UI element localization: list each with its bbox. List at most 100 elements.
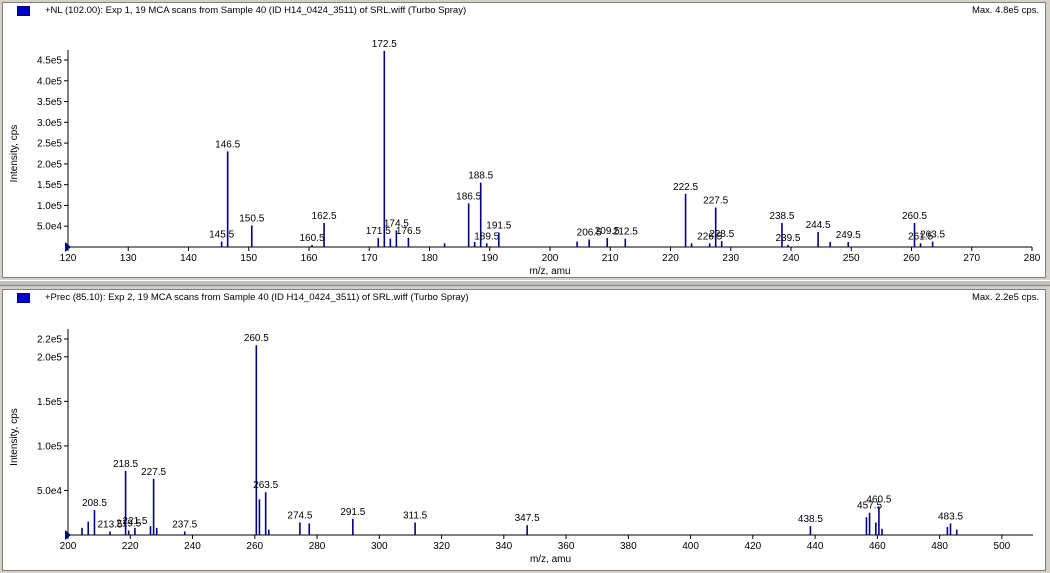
x-tick-label: 130 — [120, 253, 137, 264]
x-tick-label: 260 — [903, 253, 920, 264]
y-tick-label: 4.5e5 — [37, 56, 62, 67]
y-axis-title: Intensity, cps — [9, 125, 20, 183]
pane-header: +NL (102.00): Exp 1, 19 MCA scans from S… — [3, 3, 1045, 19]
peak-label: 438.5 — [798, 514, 823, 525]
y-tick-label: 1.0e5 — [37, 441, 62, 452]
x-tick-label: 500 — [994, 541, 1011, 552]
peak-label: 238.5 — [769, 211, 794, 222]
peak-label: 227.5 — [141, 467, 166, 478]
x-tick-label: 150 — [240, 253, 257, 264]
spectrum-pane-1: +NL (102.00): Exp 1, 19 MCA scans from S… — [2, 2, 1046, 278]
peak-label: 146.5 — [215, 139, 240, 150]
pane-title: +NL (102.00): Exp 1, 19 MCA scans from S… — [45, 5, 467, 16]
peak-label: 249.5 — [836, 230, 861, 241]
x-tick-label: 360 — [558, 541, 575, 552]
peak-label: 186.5 — [456, 191, 481, 202]
x-tick-label: 240 — [783, 253, 800, 264]
y-axis-title: Intensity, cps — [9, 408, 20, 466]
y-tick-label: 3.5e5 — [37, 97, 62, 108]
peak-label: 311.5 — [403, 511, 428, 522]
peak-label: 244.5 — [806, 220, 831, 231]
max-intensity-label: Max. 2.2e5 cps. — [971, 292, 1039, 303]
peak-label: 206.5 — [577, 228, 602, 239]
x-tick-label: 340 — [495, 541, 512, 552]
y-tick-label: 2.2e5 — [37, 335, 62, 346]
peak-label: 160.5 — [299, 233, 324, 244]
x-tick-label: 260 — [246, 541, 263, 552]
x-tick-label: 270 — [963, 253, 980, 264]
x-tick-label: 250 — [843, 253, 860, 264]
peak-label: 227.5 — [703, 196, 728, 207]
y-tick-label: 5.0e4 — [37, 486, 62, 497]
peak-label: 171.5 — [366, 226, 391, 237]
peak-label: 239.5 — [775, 233, 800, 244]
max-intensity-label: Max. 4.8e5 cps. — [971, 5, 1039, 16]
x-tick-label: 280 — [309, 541, 326, 552]
x-tick-label: 460 — [869, 541, 886, 552]
x-tick-label: 320 — [433, 541, 450, 552]
y-tick-label: 2.5e5 — [37, 139, 62, 150]
y-tick-label: 1.0e5 — [37, 201, 62, 212]
x-axis-title: m/z, amu — [529, 266, 570, 277]
peak-label: 176.5 — [396, 226, 421, 237]
peak-label: 263.5 — [253, 480, 278, 491]
peak-label: 191.5 — [486, 220, 511, 231]
x-tick-label: 200 — [542, 253, 559, 264]
x-axis-title: m/z, amu — [530, 554, 571, 565]
peak-label: 172.5 — [372, 39, 397, 50]
peak-label: 189.5 — [474, 231, 499, 242]
x-tick-label: 480 — [931, 541, 948, 552]
x-tick-label: 280 — [1024, 253, 1041, 264]
peak-label: 483.5 — [938, 511, 963, 522]
peak-label: 457.5 — [857, 501, 882, 512]
peak-label: 221.5 — [122, 516, 147, 527]
y-tick-label: 2.0e5 — [37, 159, 62, 170]
y-tick-label: 1.5e5 — [37, 180, 62, 191]
x-tick-label: 230 — [722, 253, 739, 264]
series-color-swatch[interactable] — [17, 6, 30, 16]
peak-label: 347.5 — [515, 513, 540, 524]
x-tick-label: 180 — [421, 253, 438, 264]
peak-label: 274.5 — [287, 511, 312, 522]
pane-splitter[interactable] — [0, 280, 1050, 286]
peak-label: 261.5 — [908, 231, 933, 242]
y-tick-label: 2.0e5 — [37, 352, 62, 363]
peak-label: 188.5 — [468, 171, 493, 182]
spectrum-pane-2: +Prec (85.10): Exp 2, 19 MCA scans from … — [2, 289, 1046, 571]
peak-label: 209.5 — [595, 226, 620, 237]
peak-label: 162.5 — [312, 211, 337, 222]
peak-label: 150.5 — [239, 213, 264, 224]
peak-label: 213.5 — [98, 519, 123, 530]
peak-label: 228.5 — [709, 229, 734, 240]
peak-label: 219.5 — [116, 519, 141, 530]
x-tick-label: 200 — [60, 541, 77, 552]
spectrum-plot-2[interactable]: 200 220 240 260 280 300 320 340 360 380 400 420 440 4… — [3, 290, 1047, 572]
peak-label: 208.5 — [82, 498, 107, 509]
pane-title: +Prec (85.10): Exp 2, 19 MCA scans from … — [45, 292, 469, 303]
peak-label: 237.5 — [172, 519, 197, 530]
peak-label: 174.5 — [384, 218, 409, 229]
x-tick-label: 240 — [184, 541, 201, 552]
peak-label: 212.5 — [613, 227, 638, 238]
peak-label: 226.5 — [697, 231, 722, 242]
x-tick-label: 300 — [371, 541, 388, 552]
y-tick-label: 4.0e5 — [37, 76, 62, 87]
x-tick-label: 210 — [602, 253, 619, 264]
x-tick-label: 170 — [361, 253, 378, 264]
x-tick-label: 120 — [60, 253, 77, 264]
pane-header: +Prec (85.10): Exp 2, 19 MCA scans from … — [3, 290, 1045, 306]
peak-label: 260.5 — [244, 333, 269, 344]
series-color-swatch[interactable] — [17, 293, 30, 303]
x-tick-label: 140 — [180, 253, 197, 264]
x-tick-label: 440 — [807, 541, 824, 552]
y-tick-label: 5.0e4 — [37, 222, 62, 233]
x-tick-label: 190 — [481, 253, 498, 264]
y-tick-label: 1.5e5 — [37, 397, 62, 408]
peak-label: 263.5 — [920, 230, 945, 241]
peak-label: 222.5 — [673, 182, 698, 193]
y-tick-label: 3.0e5 — [37, 118, 62, 129]
peak-label: 291.5 — [340, 507, 365, 518]
peak-label: 260.5 — [902, 211, 927, 222]
spectrum-plot-1[interactable]: 120 130 140 150 160 170 180 190 200 210 220 230 240 2… — [3, 3, 1047, 279]
x-tick-label: 220 — [122, 541, 139, 552]
